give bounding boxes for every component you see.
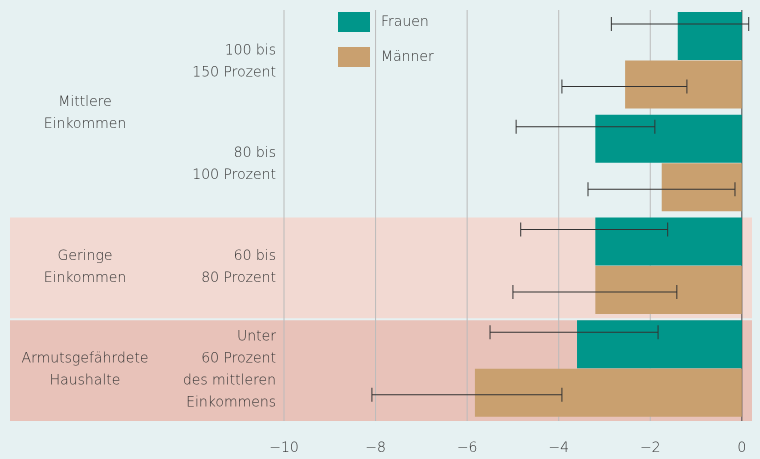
bar	[677, 12, 742, 60]
x-tick-label: −10	[269, 440, 299, 456]
bar	[595, 217, 742, 266]
x-tick-label: −4	[548, 440, 569, 456]
group-label: Geringe Einkommen	[44, 248, 127, 286]
group-label: Mittlere Einkommen	[44, 94, 127, 132]
x-tick-label: 0	[737, 440, 746, 456]
bar	[595, 114, 742, 163]
x-tick-label: −6	[457, 440, 478, 456]
x-tick-label: −2	[640, 440, 661, 456]
bar	[661, 163, 742, 212]
category-label: Unter 60 Prozent des mittleren Einkommens	[183, 329, 276, 411]
legend-swatch	[338, 12, 370, 32]
group-label: Armutsgefährdete Haushalte	[22, 351, 149, 389]
category-label: 80 bis 100 Prozent	[192, 145, 276, 183]
bar	[474, 368, 742, 417]
bar	[577, 320, 742, 369]
bar	[625, 60, 742, 109]
legend-label: Frauen	[381, 14, 429, 30]
category-label: 100 bis 150 Prozent	[192, 42, 276, 80]
category-label: 60 bis 80 Prozent	[201, 248, 276, 286]
legend-swatch	[338, 47, 370, 67]
x-tick-label: −8	[365, 440, 386, 456]
legend-label: Männer	[381, 49, 434, 65]
bar	[595, 266, 742, 314]
